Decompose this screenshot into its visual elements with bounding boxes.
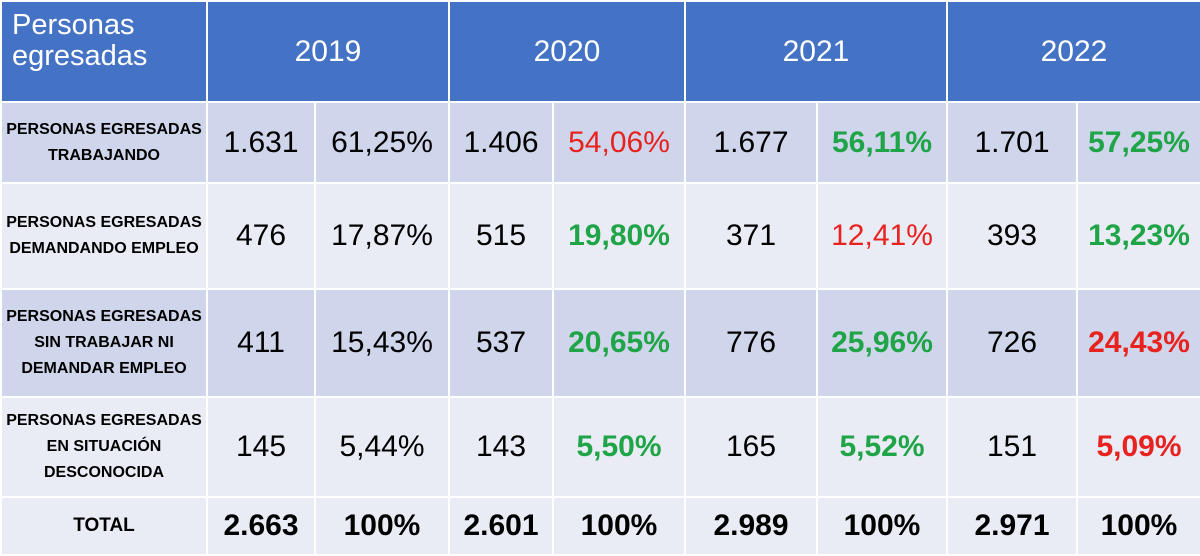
total-count-cell: 2.601: [448, 496, 554, 556]
pct-cell: 15,43%: [314, 288, 450, 398]
count-cell: 1.406: [448, 101, 554, 184]
row-label: PERSONAS EGRESADAS EN SITUACIÓN DESCONOC…: [0, 396, 208, 498]
row-label: PERSONAS EGRESADAS SIN TRABAJAR NI DEMAN…: [0, 288, 208, 398]
count-cell: 476: [206, 182, 316, 290]
count-cell: 515: [448, 182, 554, 290]
count-cell: 1.701: [946, 101, 1078, 184]
total-pct-cell: 100%: [816, 496, 948, 556]
pct-cell: 12,41%: [816, 182, 948, 290]
pct-cell: 5,52%: [816, 396, 948, 498]
total-count-cell: 2.663: [206, 496, 316, 556]
pct-cell: 20,65%: [552, 288, 686, 398]
pct-cell: 5,50%: [552, 396, 686, 498]
row-label: PERSONAS EGRESADAS TRABAJANDO: [0, 101, 208, 184]
count-cell: 393: [946, 182, 1078, 290]
pct-cell: 25,96%: [816, 288, 948, 398]
year-header-2022: 2022: [946, 0, 1200, 103]
count-cell: 1.631: [206, 101, 316, 184]
count-cell: 165: [684, 396, 818, 498]
header-row: Personas egresadas 2019 2020 2021 2022: [0, 0, 1200, 103]
year-header-2020: 2020: [448, 0, 686, 103]
table-row-demandando: PERSONAS EGRESADAS DEMANDANDO EMPLEO 476…: [0, 182, 1200, 290]
total-count-cell: 2.989: [684, 496, 818, 556]
count-cell: 145: [206, 396, 316, 498]
pct-cell: 5,44%: [314, 396, 450, 498]
year-header-2021: 2021: [684, 0, 948, 103]
pct-cell: 5,09%: [1076, 396, 1200, 498]
pct-cell: 56,11%: [816, 101, 948, 184]
count-cell: 151: [946, 396, 1078, 498]
pct-cell: 24,43%: [1076, 288, 1200, 398]
count-cell: 411: [206, 288, 316, 398]
corner-header: Personas egresadas: [0, 0, 208, 103]
total-pct-cell: 100%: [552, 496, 686, 556]
count-cell: 776: [684, 288, 818, 398]
count-cell: 143: [448, 396, 554, 498]
table-row-trabajando: PERSONAS EGRESADAS TRABAJANDO 1.631 61,2…: [0, 101, 1200, 184]
total-label: TOTAL: [0, 496, 208, 556]
table-row-total: TOTAL 2.663 100% 2.601 100% 2.989 100% 2…: [0, 496, 1200, 556]
pct-cell: 13,23%: [1076, 182, 1200, 290]
table-row-sin-trabajar: PERSONAS EGRESADAS SIN TRABAJAR NI DEMAN…: [0, 288, 1200, 398]
count-cell: 537: [448, 288, 554, 398]
total-pct-cell: 100%: [314, 496, 450, 556]
pct-cell: 19,80%: [552, 182, 686, 290]
year-header-2019: 2019: [206, 0, 450, 103]
count-cell: 371: [684, 182, 818, 290]
table-row-desconocida: PERSONAS EGRESADAS EN SITUACIÓN DESCONOC…: [0, 396, 1200, 498]
count-cell: 726: [946, 288, 1078, 398]
pct-cell: 54,06%: [552, 101, 686, 184]
row-label: PERSONAS EGRESADAS DEMANDANDO EMPLEO: [0, 182, 208, 290]
pct-cell: 57,25%: [1076, 101, 1200, 184]
total-count-cell: 2.971: [946, 496, 1078, 556]
pct-cell: 17,87%: [314, 182, 450, 290]
pct-cell: 61,25%: [314, 101, 450, 184]
total-pct-cell: 100%: [1076, 496, 1200, 556]
count-cell: 1.677: [684, 101, 818, 184]
